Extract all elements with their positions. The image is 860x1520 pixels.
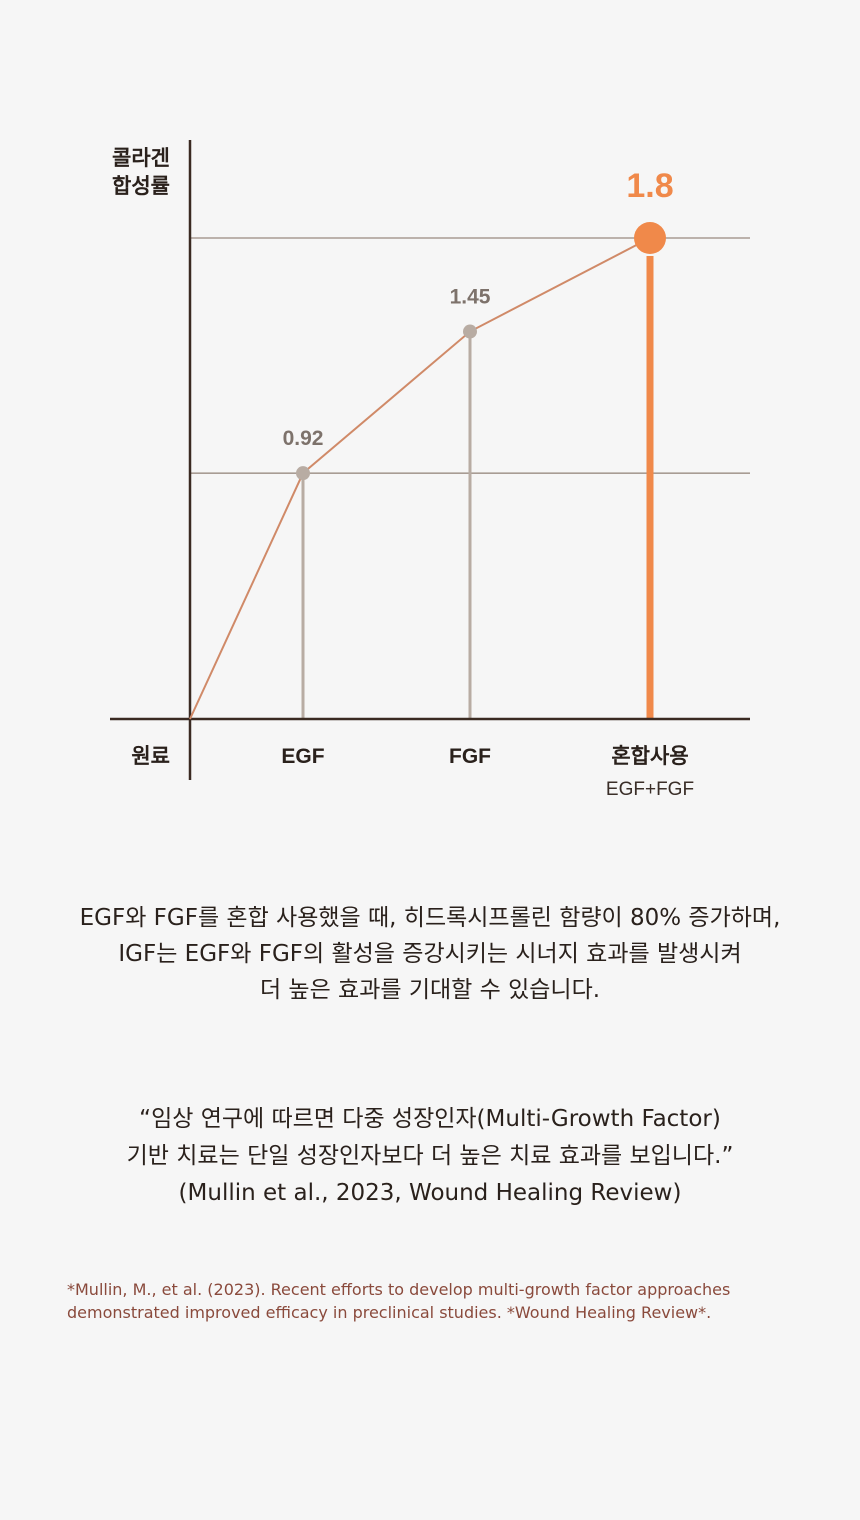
highlight-data-label: 1.8 [626,167,673,205]
y-axis-label: 콜라겐 [112,147,170,170]
chart-description: EGF와 FGF를 혼합 사용했을 때, 히드록시프롤린 함량이 80% 증가하… [0,900,860,1008]
footnote-line: demonstrated improved efficacy in precli… [67,1303,712,1322]
quote-line: 기반 치료는 단일 성장인자보다 더 높은 치료 효과를 보입니다.” [126,1143,734,1169]
description-line: EGF와 FGF를 혼합 사용했을 때, 히드록시프롤린 함량이 80% 증가하… [79,905,781,931]
chart-axes [110,140,750,780]
x-tick-label: 혼합사용 [611,745,688,768]
data-point [463,324,477,339]
footnote-line: *Mullin, M., et al. (2023). Recent effor… [67,1280,731,1299]
x-tick-sublabel: EGF+FGF [606,779,694,800]
x-tick-label: EGF [281,745,324,768]
x-tick-label: FGF [449,745,491,768]
origin-label: 원료 [131,745,170,768]
quote-citation: (Mullin et al., 2023, Wound Healing Revi… [178,1180,682,1206]
series-line [189,237,651,720]
data-label: 0.92 [283,427,324,450]
chart-stems [301,256,654,719]
footnote: *Mullin, M., et al. (2023). Recent effor… [67,1278,827,1324]
y-axis-label: 합성률 [112,175,170,198]
chart-series [189,222,666,720]
description-line: 더 높은 효과를 기대할 수 있습니다. [259,977,601,1003]
research-quote: “임상 연구에 따르면 다중 성장인자(Multi-Growth Factor)… [0,1101,860,1212]
highlight-point [634,222,666,255]
data-label: 1.45 [450,286,491,309]
quote-line: “임상 연구에 따르면 다중 성장인자(Multi-Growth Factor) [139,1106,721,1132]
data-point [296,466,310,481]
description-line: IGF는 EGF와 FGF의 활성을 증강시키는 시너지 효과를 발생시켜 [118,941,742,967]
